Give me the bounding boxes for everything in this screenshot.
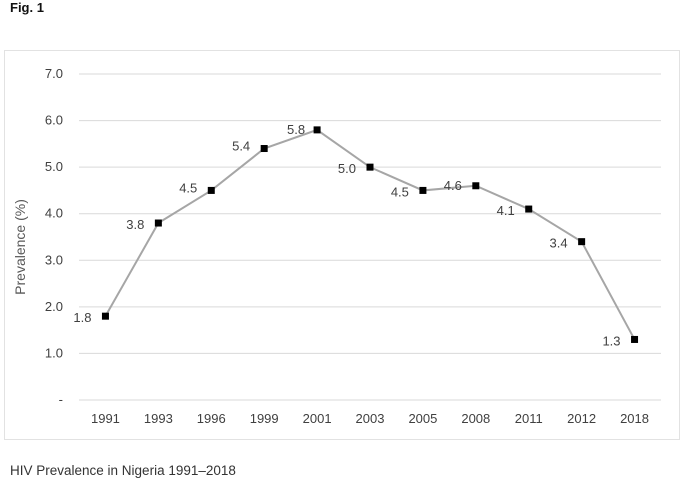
y-tick-label: 7.0 xyxy=(45,66,63,81)
x-tick-label: 2005 xyxy=(408,411,437,426)
line-chart: - 1.0 2.0 3.0 4.0 5.0 6.0 7.0 1991 1993 1996 1999 2… xyxy=(12,66,661,426)
data-point xyxy=(101,312,109,320)
data-label: 4.1 xyxy=(497,203,515,218)
data-point xyxy=(154,219,162,227)
x-tick-label: 2011 xyxy=(515,411,543,426)
data-point xyxy=(260,145,268,153)
x-tick-label: 2008 xyxy=(461,411,490,426)
y-tick-label: 6.0 xyxy=(45,113,63,128)
data-point xyxy=(207,186,215,194)
data-label: 3.8 xyxy=(126,217,144,232)
data-label: 5.0 xyxy=(338,161,356,176)
data-point xyxy=(472,182,480,190)
data-point xyxy=(578,238,586,246)
x-tick-label: 2012 xyxy=(567,411,596,426)
x-tick-labels: 1991 1993 1996 1999 2001 2003 2005 2008 2011 2012… xyxy=(91,411,649,426)
data-label: 4.6 xyxy=(444,178,462,193)
y-tick-label: - xyxy=(59,392,63,407)
x-tick-label: 1999 xyxy=(250,411,279,426)
y-tick-label: 2.0 xyxy=(45,299,63,314)
chart-frame: - 1.0 2.0 3.0 4.0 5.0 6.0 7.0 1991 1993 1996 1999 2… xyxy=(4,50,680,440)
x-tick-label: 2003 xyxy=(356,411,385,426)
data-label: 4.5 xyxy=(391,184,409,199)
x-tick-label: 1991 xyxy=(91,411,120,426)
data-label: 1.3 xyxy=(602,333,620,348)
data-point xyxy=(631,335,639,343)
x-tick-label: 1993 xyxy=(144,411,173,426)
y-tick-label: 1.0 xyxy=(45,345,63,360)
y-axis-label: Prevalence (%) xyxy=(12,199,28,295)
x-tick-label: 2018 xyxy=(620,411,649,426)
y-tick-labels: - 1.0 2.0 3.0 4.0 5.0 6.0 7.0 xyxy=(45,66,63,407)
data-label: 3.4 xyxy=(550,236,568,251)
data-labels: 1.8 3.8 4.5 5.4 5.8 5.0 4.5 4.6 4.1 3.4 1.3 xyxy=(73,122,620,349)
figure-caption: HIV Prevalence in Nigeria 1991–2018 xyxy=(10,463,236,478)
x-tick-label: 1996 xyxy=(197,411,226,426)
figure-label: Fig. 1 xyxy=(10,0,44,15)
data-point xyxy=(419,186,427,194)
data-label: 1.8 xyxy=(73,310,91,325)
y-tick-label: 3.0 xyxy=(45,252,63,267)
data-point xyxy=(313,126,321,134)
data-label: 5.8 xyxy=(287,122,305,137)
y-tick-label: 5.0 xyxy=(45,159,63,174)
data-label: 4.5 xyxy=(179,180,197,195)
x-tick-label: 2001 xyxy=(303,411,332,426)
data-markers xyxy=(101,126,639,343)
data-label: 5.4 xyxy=(232,139,250,154)
y-tick-label: 4.0 xyxy=(45,206,63,221)
series-line xyxy=(104,128,636,340)
data-point xyxy=(366,163,374,171)
data-point xyxy=(525,205,533,213)
